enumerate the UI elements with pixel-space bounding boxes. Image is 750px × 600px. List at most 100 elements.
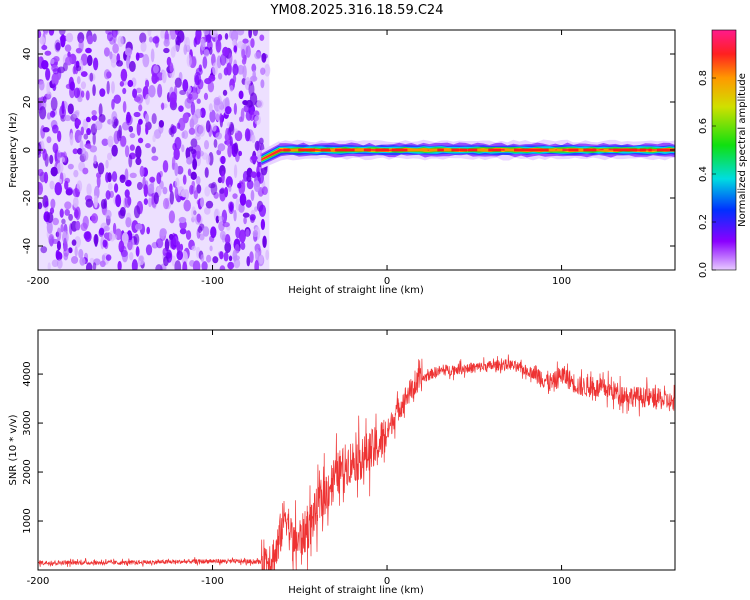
- noise-speckle: [160, 30, 166, 39]
- noise-speckle: [196, 213, 201, 223]
- noise-speckle: [173, 147, 180, 161]
- noise-speckle: [50, 166, 58, 177]
- noise-speckle: [129, 172, 137, 179]
- noise-speckle: [72, 196, 79, 208]
- noise-speckle: [242, 212, 250, 218]
- noise-speckle: [72, 148, 78, 155]
- noise-speckle: [125, 114, 133, 126]
- noise-speckle: [107, 135, 114, 147]
- noise-speckle: [124, 145, 130, 158]
- noise-speckle: [233, 128, 238, 134]
- noise-speckle: [115, 194, 122, 208]
- noise-speckle: [196, 184, 202, 194]
- noise-speckle: [254, 114, 262, 126]
- noise-speckle: [105, 209, 112, 220]
- noise-speckle: [142, 176, 146, 190]
- noise-speckle: [50, 110, 56, 118]
- noise-speckle: [73, 169, 79, 178]
- noise-speckle: [210, 226, 217, 239]
- noise-speckle: [42, 127, 50, 133]
- noise-speckle: [155, 264, 163, 270]
- noise-speckle: [213, 138, 218, 148]
- noise-speckle: [233, 45, 238, 53]
- noise-speckle: [233, 164, 238, 179]
- noise-speckle: [89, 257, 95, 264]
- noise-speckle: [111, 81, 115, 94]
- noise-speckle: [102, 239, 108, 248]
- noise-speckle: [250, 38, 255, 48]
- noise-speckle: [190, 148, 197, 155]
- noise-speckle: [228, 52, 233, 66]
- signal-peak: [451, 148, 459, 152]
- noise-speckle: [138, 118, 143, 125]
- noise-speckle: [174, 186, 179, 200]
- noise-speckle: [212, 256, 219, 264]
- noise-speckle: [64, 208, 70, 216]
- noise-speckle: [261, 52, 267, 63]
- noise-speckle: [74, 246, 78, 257]
- noise-speckle: [100, 199, 107, 210]
- noise-speckle: [110, 58, 117, 68]
- noise-speckle: [64, 180, 69, 190]
- noise-speckle: [97, 162, 105, 175]
- noise-speckle: [138, 254, 145, 266]
- signal-peak: [529, 148, 543, 152]
- noise-speckle: [208, 46, 213, 55]
- spectrogram-ytick-label: 0: [22, 147, 33, 153]
- noise-speckle: [194, 74, 200, 86]
- noise-speckle: [262, 235, 267, 248]
- noise-speckle: [93, 154, 97, 165]
- noise-speckle: [195, 67, 203, 76]
- noise-speckle: [119, 174, 126, 183]
- noise-speckle: [183, 199, 191, 212]
- noise-speckle: [202, 56, 208, 69]
- signal-peak: [513, 148, 520, 152]
- noise-speckle: [208, 75, 216, 82]
- noise-speckle: [258, 204, 267, 217]
- noise-speckle: [199, 233, 205, 241]
- snr-ytick-label: 1000: [22, 508, 33, 533]
- noise-speckle: [82, 118, 88, 131]
- noise-speckle: [228, 255, 233, 262]
- noise-speckle: [186, 156, 193, 165]
- noise-speckle: [220, 155, 226, 165]
- noise-speckle: [164, 238, 170, 252]
- noise-speckle: [169, 30, 177, 40]
- noise-speckle: [56, 240, 61, 251]
- noise-speckle: [45, 201, 49, 207]
- noise-speckle: [124, 195, 131, 208]
- noise-speckle: [222, 221, 230, 228]
- noise-speckle: [86, 183, 92, 196]
- noise-speckle: [162, 247, 167, 257]
- noise-speckle: [106, 80, 110, 95]
- noise-speckle: [174, 77, 182, 88]
- snr-series-line: [38, 354, 675, 570]
- noise-speckle: [56, 130, 62, 143]
- noise-speckle: [103, 225, 110, 232]
- signal-peak: [519, 148, 533, 152]
- noise-speckle: [186, 54, 192, 67]
- noise-speckle: [92, 262, 97, 270]
- signal-peak: [416, 148, 428, 152]
- noise-speckle: [51, 259, 59, 268]
- noise-speckle: [149, 176, 156, 183]
- noise-speckle: [245, 199, 252, 208]
- noise-speckle: [253, 180, 260, 192]
- noise-speckle: [227, 145, 232, 158]
- noise-speckle: [147, 30, 152, 37]
- noise-speckle: [151, 73, 158, 84]
- noise-speckle: [119, 206, 126, 217]
- noise-speckle: [86, 128, 91, 136]
- noise-speckle: [249, 214, 256, 221]
- signal-peak: [335, 148, 347, 152]
- noise-speckle: [190, 101, 196, 116]
- noise-speckle: [209, 109, 216, 123]
- noise-speckle: [81, 147, 86, 157]
- noise-speckle: [182, 79, 189, 92]
- noise-speckle: [127, 79, 134, 88]
- noise-speckle: [96, 174, 101, 188]
- noise-speckle: [123, 80, 127, 86]
- noise-speckle: [111, 171, 118, 183]
